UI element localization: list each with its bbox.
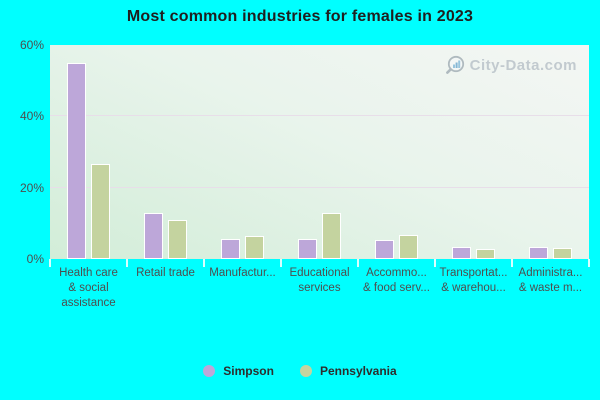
bar-group-5	[358, 45, 435, 259]
legend-label-simpson: Simpson	[223, 364, 274, 378]
x-axis-ticks	[49, 259, 590, 267]
bar-simpson-2	[144, 212, 163, 259]
bar-simpson-1	[67, 62, 86, 259]
bar-pennsylvania-1	[91, 164, 110, 259]
bar-pennsylvania-5	[399, 235, 418, 259]
bar-simpson-5	[375, 240, 394, 259]
bar-group-2	[127, 45, 204, 259]
legend-swatch-pennsylvania-icon	[299, 365, 312, 377]
y-tick-label-20: 20%	[19, 181, 44, 195]
bar-groups	[50, 45, 589, 259]
x-label-3: Manufactur...	[209, 267, 276, 279]
bar-pennsylvania-2	[168, 220, 187, 259]
bar-group-4	[281, 45, 358, 259]
city-data-logo-icon	[445, 55, 464, 74]
legend-item-pennsylvania: Pennsylvania	[299, 364, 397, 378]
x-tick-1	[125, 259, 128, 267]
watermark-link[interactable]: City-Data.com	[444, 54, 577, 76]
x-tick-0	[49, 259, 51, 267]
bar-group-1	[50, 45, 127, 259]
legend: Simpson Pennsylvania	[0, 364, 600, 378]
x-label-5: Accommo... & food serv...	[363, 267, 430, 294]
x-tick-6	[511, 259, 513, 267]
x-axis-labels: Health care & social assistance Retail trad…	[50, 266, 589, 311]
bar-pennsylvania-3	[245, 235, 264, 259]
watermark-text: City-Data.com	[469, 56, 577, 74]
gridline-40pct	[50, 115, 589, 117]
y-tick-label-0: 0%	[26, 252, 44, 266]
bar-group-3	[204, 45, 281, 259]
y-tick-label-60: 60%	[19, 38, 44, 52]
legend-label-pennsylvania: Pennsylvania	[319, 364, 397, 378]
bar-pennsylvania-4	[322, 212, 341, 259]
bar-group-6	[435, 45, 512, 259]
x-tick-7	[588, 259, 590, 267]
bar-simpson-7	[529, 246, 548, 259]
x-label-1: Health care & social assistance	[59, 267, 118, 309]
x-tick-4	[356, 259, 359, 267]
bar-group-7	[512, 45, 589, 259]
y-tick-label-40: 40%	[19, 109, 44, 123]
x-label-6: Transportat... & warehou...	[439, 267, 508, 294]
x-label-7: Administra... & waste m...	[518, 267, 583, 294]
chart-title: Most common industries for females in 20…	[126, 8, 474, 25]
x-tick-3	[280, 259, 282, 267]
gridline-20pct	[50, 186, 589, 188]
bar-simpson-6	[452, 246, 471, 259]
x-tick-5	[434, 259, 436, 267]
plot-area: City-Data.com	[50, 45, 589, 259]
bar-simpson-4	[298, 239, 317, 259]
x-label-4: Educational services	[289, 267, 350, 294]
legend-item-simpson: Simpson	[203, 364, 274, 378]
bar-simpson-3	[221, 239, 240, 259]
x-label-2: Retail trade	[136, 267, 195, 279]
bar-pennsylvania-7	[553, 247, 572, 259]
bar-pennsylvania-6	[476, 248, 495, 259]
x-tick-2	[202, 259, 205, 267]
legend-swatch-simpson-icon	[203, 365, 216, 377]
